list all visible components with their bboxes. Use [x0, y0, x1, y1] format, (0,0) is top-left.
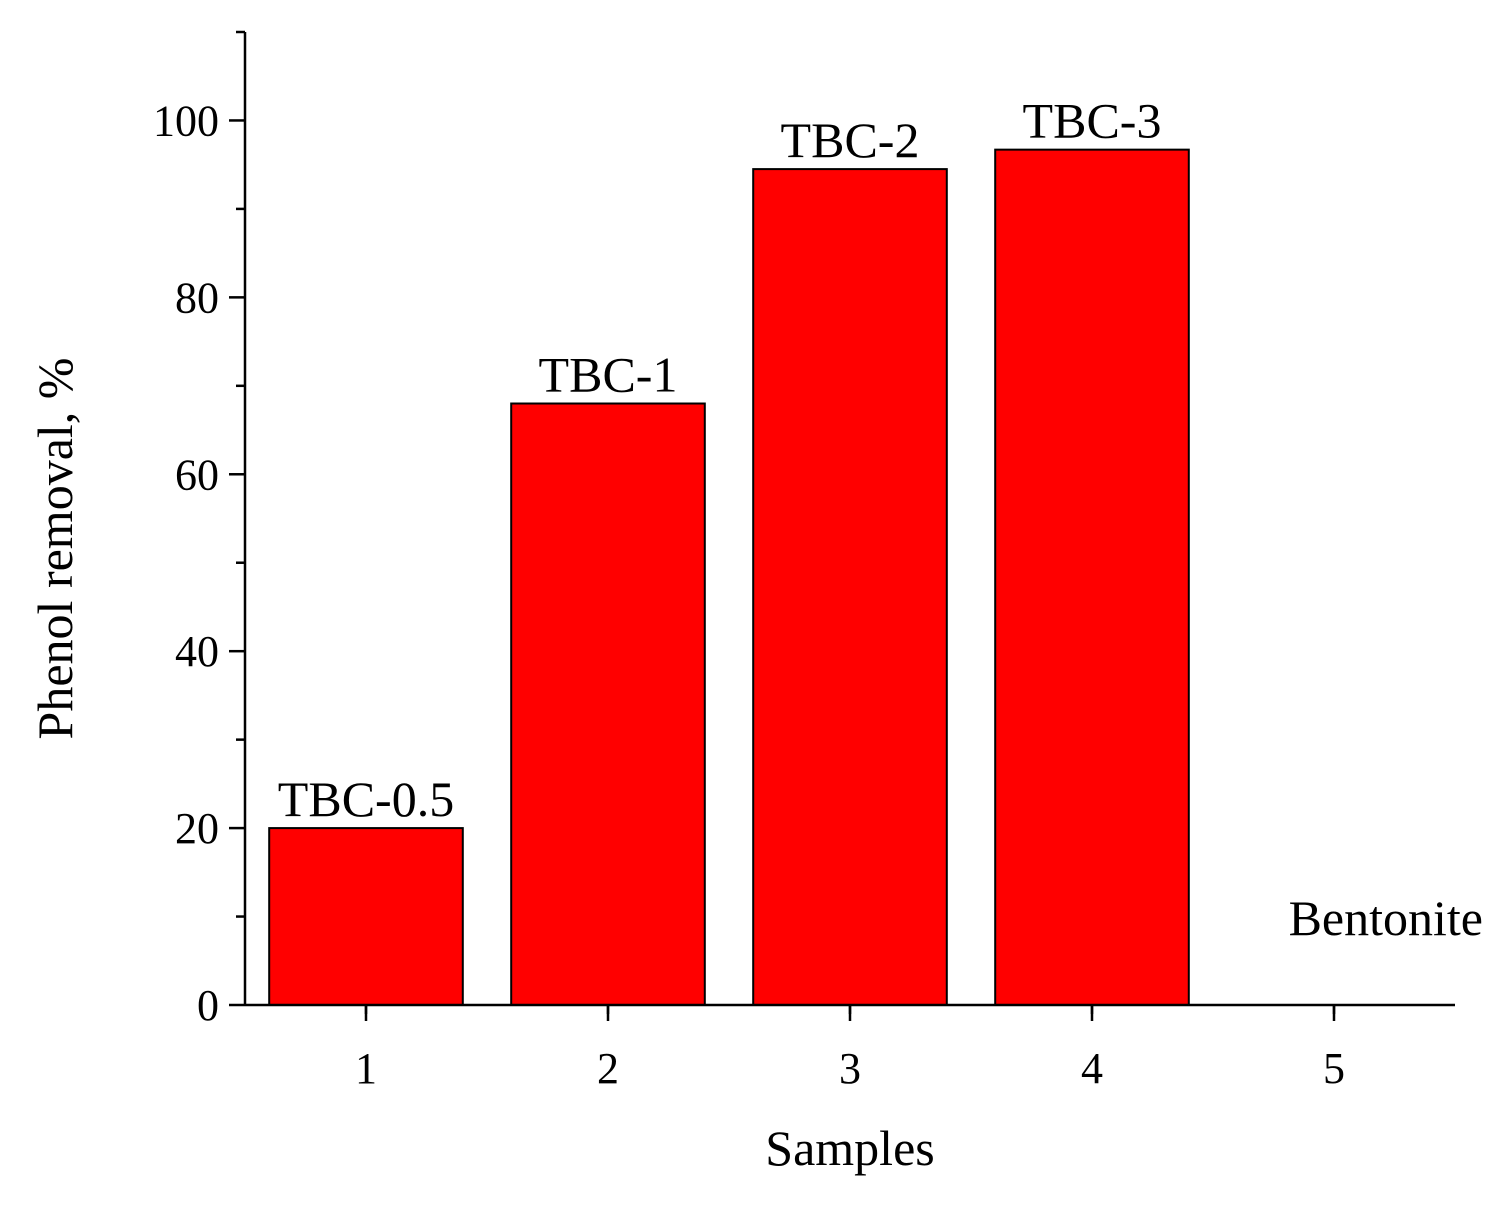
- bar-2: [510, 402, 706, 1006]
- bar-label-1: TBC-0.5: [278, 771, 454, 827]
- bar-label-3: TBC-2: [781, 112, 920, 168]
- y-tick-label: 0: [197, 981, 219, 1030]
- y-tick-label: 100: [153, 96, 219, 145]
- ticks-group: 0 20 40 60 80 100 1 2 3 4 5: [153, 30, 1345, 1093]
- y-tick-label: 80: [175, 273, 219, 322]
- x-tick-label: 2: [597, 1044, 619, 1093]
- x-tick-label: 5: [1323, 1044, 1345, 1093]
- bar-label-5: Bentonite: [1289, 890, 1483, 946]
- y-tick-label: 20: [175, 804, 219, 853]
- x-axis-title: Samples: [765, 1120, 934, 1176]
- bar-labels-group: TBC-0.5 TBC-1 TBC-2 TBC-3 Bentonite: [278, 93, 1483, 946]
- y-axis-title: Phenol removal, %: [27, 358, 83, 740]
- bar-label-2: TBC-1: [539, 347, 678, 403]
- bars-group: [268, 148, 1190, 1007]
- bar-1: [268, 827, 464, 1006]
- x-tick-label: 4: [1081, 1044, 1103, 1093]
- y-tick-label: 60: [175, 450, 219, 499]
- x-tick-label: 3: [839, 1044, 861, 1093]
- bar-3: [752, 168, 948, 1006]
- bar-label-4: TBC-3: [1023, 93, 1162, 149]
- x-tick-label: 1: [355, 1044, 377, 1093]
- y-tick-label: 40: [175, 627, 219, 676]
- bar-4: [994, 148, 1190, 1007]
